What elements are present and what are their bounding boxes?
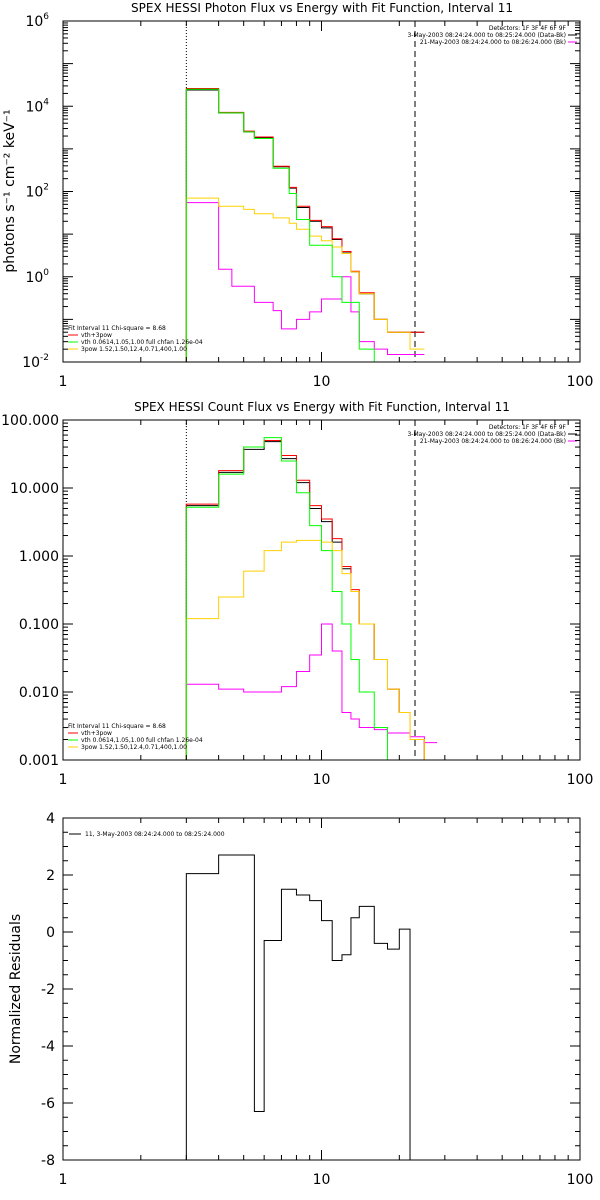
legend-label: Fit Interval 11 Chi-square = 8.68: [68, 325, 166, 332]
y-tick-label: 106: [25, 12, 49, 30]
y-tick-label: 0.100: [19, 617, 59, 633]
x-tick-label: 100: [567, 772, 594, 788]
header-line: 3-May-2003 08:24:24.000 to 08:25:24.000 …: [407, 431, 566, 438]
x-tick-label: 1: [59, 374, 68, 390]
x-tick-label: 100: [567, 1172, 594, 1188]
legend-label: vth 0.0614,1.05,1.00 full chfan 1.26e-04: [81, 737, 203, 744]
series-line-background: [185, 202, 425, 362]
x-tick-label: 100: [567, 374, 594, 390]
count-flux-legend: Fit Interval 11 Chi-square = 8.68vth+3po…: [68, 723, 203, 751]
header-line: 21-May-2003 08:24:24.000 to 08:26:24.000…: [420, 438, 566, 445]
photon-flux-ticks: 1 10 100 10-2 100 102 104 106: [22, 12, 593, 390]
x-tick-label: 1: [59, 1172, 68, 1188]
y-tick-label: -4: [41, 1039, 55, 1055]
series-line-vth+3pow: [185, 88, 425, 362]
legend-label: 3pow 1.52,1.50,12.4,0.71,400,1.00: [81, 346, 187, 353]
x-tick-label: 10: [313, 1172, 331, 1188]
series-line-vth: [185, 437, 400, 760]
y-tick-label: 2: [46, 868, 55, 884]
y-tick-label: -2: [41, 982, 55, 998]
count-flux-plot-lines: [185, 420, 438, 760]
series-line-background: [185, 623, 438, 760]
y-tick-label: -6: [41, 1096, 55, 1112]
residuals-panel: 11, 3-May-2003 08:24:24.000 to 08:25:24.…: [8, 811, 593, 1188]
count-flux-axes-frame: [62, 419, 581, 761]
photon-flux-panel: SPEX HESSI Photon Flux vs Energy with Fi…: [2, 1, 593, 390]
y-tick-label: 4: [46, 811, 55, 827]
count-flux-ticks: 1 10 100 0.001 0.010 0.100 1.000 10.000 100.000: [1, 413, 593, 788]
residuals-axes-frame: [62, 817, 581, 1161]
count-flux-panel: SPEX HESSI Count Flux vs Energy with Fit…: [1, 400, 593, 788]
series-line-residuals: [185, 854, 411, 1160]
header-line: 3-May-2003 08:24:24.000 to 08:25:24.000 …: [407, 32, 566, 39]
legend-label: vth+3pow: [81, 730, 112, 737]
residuals-ticks: 1 10 100 -8 -6 -4 -2 0 2 4: [41, 811, 593, 1188]
series-line-3pow: [185, 539, 438, 760]
x-tick-label: 10: [313, 374, 331, 390]
header-line: 21-May-2003 08:24:24.000 to 08:26:24.000…: [420, 39, 566, 46]
photon-flux-legend: Fit Interval 11 Chi-square = 8.68vth+3po…: [68, 325, 203, 353]
y-tick-label: 0.001: [19, 753, 59, 769]
count-flux-header: Detectors: 1F 3F 4F 6F 9F3-May-2003 08:2…: [407, 424, 577, 445]
y-tick-label: 100.000: [1, 413, 59, 429]
count-flux-title: SPEX HESSI Count Flux vs Energy with Fit…: [134, 400, 510, 414]
photon-flux-plot-lines: [185, 21, 425, 362]
y-tick-label: 10-2: [22, 353, 49, 371]
series-line-data: [185, 89, 425, 362]
y-tick-label: 0.010: [19, 685, 59, 701]
residuals-plot-lines: [185, 854, 411, 1160]
legend-label: 3pow 1.52,1.50,12.4,0.71,400,1.00: [81, 744, 187, 751]
photon-flux-header: Detectors: 1F 3F 4F 6F 9F3-May-2003 08:2…: [407, 25, 577, 46]
header-line: Detectors: 1F 3F 4F 6F 9F: [489, 424, 567, 431]
residuals-legend: 11, 3-May-2003 08:24:24.000 to 08:25:24.…: [69, 831, 225, 838]
legend-label: vth 0.0614,1.05,1.00 full chfan 1.26e-04: [81, 339, 203, 346]
photon-flux-ylabel: photons s⁻¹ cm⁻² keV⁻¹: [2, 109, 18, 272]
series-line-3pow: [185, 197, 425, 362]
photon-flux-title: SPEX HESSI Photon Flux vs Energy with Fi…: [131, 1, 513, 15]
legend-label: Fit Interval 11 Chi-square = 8.68: [68, 723, 166, 730]
residuals-ylabel: Normalized Residuals: [8, 914, 24, 1064]
y-tick-label: -8: [41, 1153, 55, 1169]
y-tick-label: 10.000: [10, 481, 59, 497]
x-tick-label: 1: [59, 772, 68, 788]
y-tick-label: 102: [25, 183, 49, 201]
series-line-data: [185, 441, 425, 760]
y-tick-label: 0: [46, 925, 55, 941]
y-tick-label: 1.000: [19, 549, 59, 565]
x-tick-label: 10: [313, 772, 331, 788]
legend-label: vth+3pow: [81, 332, 112, 339]
header-line: Detectors: 1F 3F 4F 6F 9F: [489, 25, 567, 32]
series-line-vth+3pow: [185, 439, 425, 760]
y-tick-label: 100: [25, 268, 49, 286]
y-tick-label: 104: [25, 97, 49, 115]
legend-label: 11, 3-May-2003 08:24:24.000 to 08:25:24.…: [85, 831, 225, 838]
series-line-vth: [185, 88, 425, 362]
